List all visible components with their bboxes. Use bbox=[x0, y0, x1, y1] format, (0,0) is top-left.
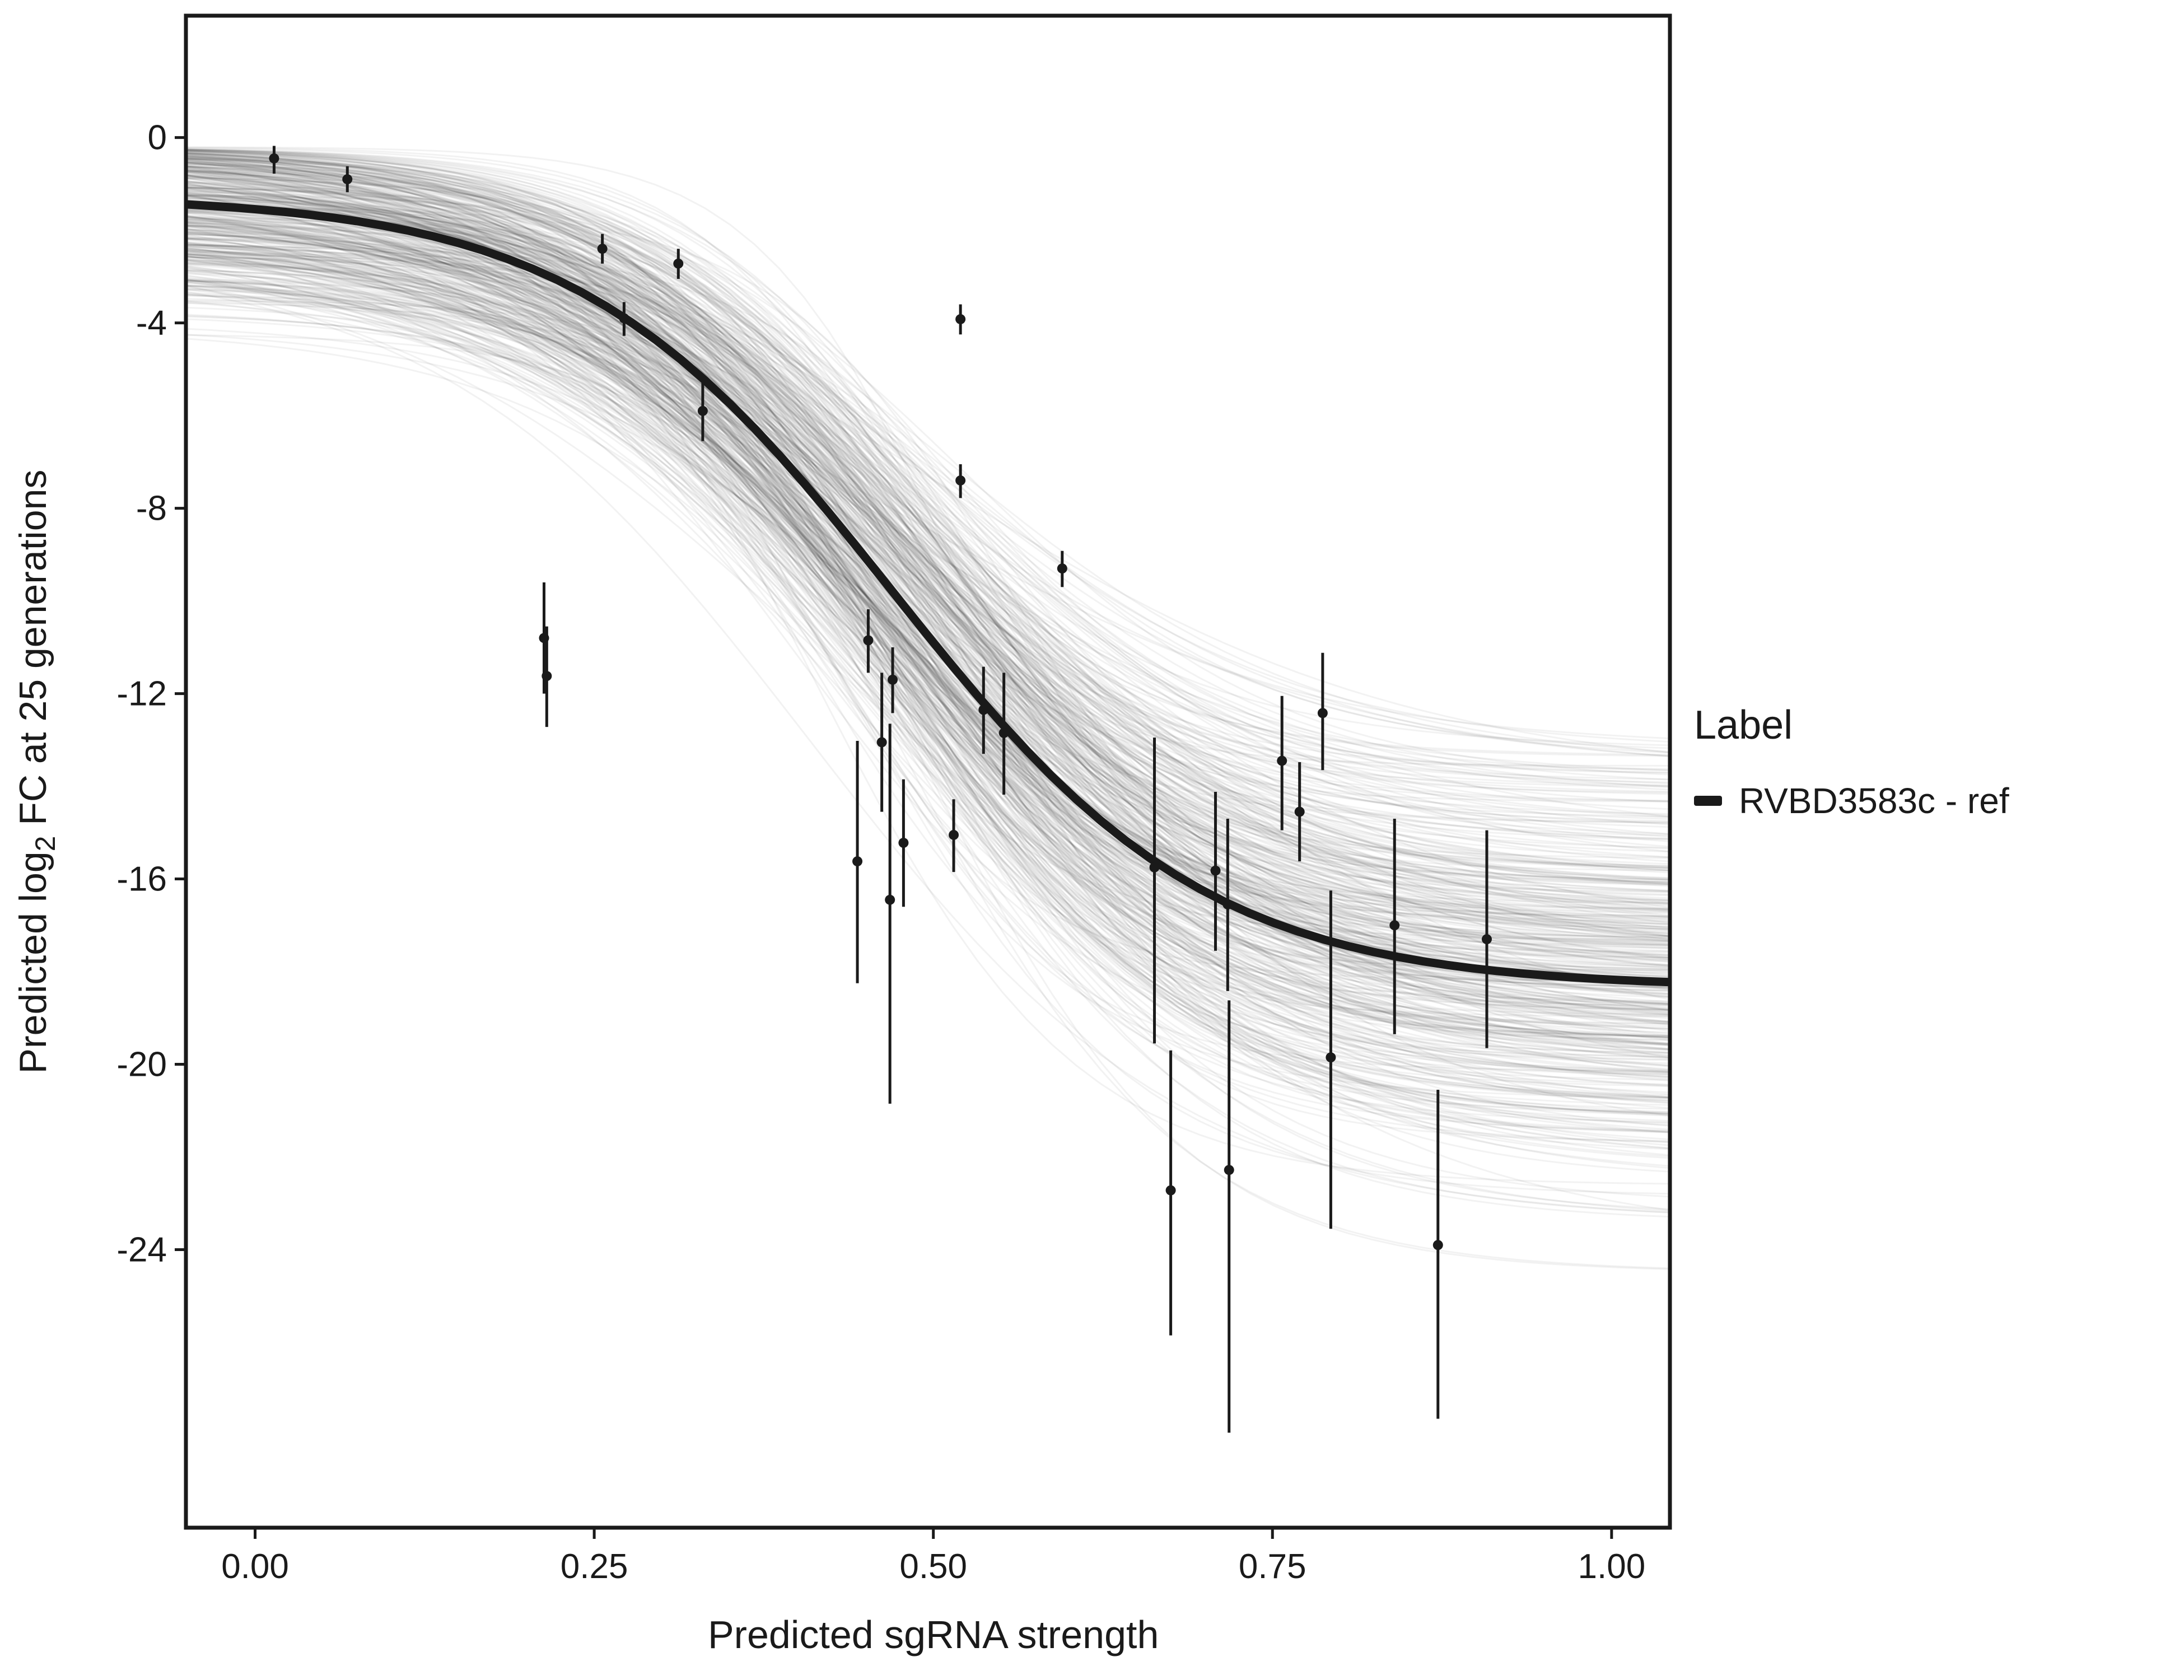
posterior-ensemble-layer bbox=[186, 146, 1670, 1270]
data-point bbox=[342, 174, 353, 185]
data-point bbox=[955, 314, 966, 324]
data-point bbox=[1224, 1165, 1234, 1175]
data-point bbox=[1317, 708, 1328, 718]
y-tick-label: -24 bbox=[116, 1231, 167, 1270]
data-point bbox=[898, 838, 909, 848]
x-tick-label: 0.25 bbox=[561, 1547, 628, 1586]
data-point bbox=[863, 635, 874, 646]
x-tick-label: 0.00 bbox=[221, 1547, 289, 1586]
x-tick-label: 0.75 bbox=[1239, 1547, 1306, 1586]
panel-border bbox=[184, 13, 1672, 1530]
data-point bbox=[1432, 1240, 1443, 1250]
x-tick-label: 1.00 bbox=[1578, 1547, 1646, 1586]
data-point bbox=[619, 313, 629, 324]
data-point bbox=[1294, 806, 1305, 817]
data-point bbox=[888, 674, 898, 685]
data-point bbox=[955, 475, 966, 486]
legend-title: Label bbox=[1694, 703, 1793, 748]
data-point bbox=[542, 671, 552, 682]
data-point bbox=[1165, 1185, 1176, 1196]
data-point bbox=[1326, 1052, 1336, 1063]
data-point bbox=[673, 258, 684, 269]
y-tick-label: -20 bbox=[116, 1046, 167, 1084]
legend-line-swatch bbox=[1694, 796, 1722, 806]
data-point bbox=[1389, 920, 1400, 931]
y-axis: 0 -4 -8 -12 -16 -20 -24 bbox=[116, 119, 186, 1270]
x-axis-title: Predicted sgRNA strength bbox=[708, 1613, 1159, 1656]
data-point bbox=[1222, 899, 1233, 910]
legend-item-label: RVBD3583c - ref bbox=[1739, 781, 2009, 821]
data-point bbox=[949, 829, 959, 840]
y-axis-title: Predicted log2 FC at 25 generations bbox=[12, 470, 61, 1074]
fit-curve bbox=[186, 200, 1670, 987]
data-point bbox=[1277, 755, 1287, 766]
data-point bbox=[1149, 862, 1160, 872]
y-tick-label: -4 bbox=[136, 304, 167, 343]
data-point bbox=[269, 153, 279, 164]
legend-item: RVBD3583c - ref bbox=[1694, 781, 2009, 821]
legend: Label RVBD3583c - ref bbox=[1694, 701, 2009, 821]
y-tick-label: 0 bbox=[148, 119, 167, 157]
y-tick-label: -8 bbox=[136, 489, 167, 528]
data-point bbox=[597, 244, 608, 254]
data-point bbox=[885, 894, 895, 905]
pointrange-layer bbox=[269, 146, 1492, 1433]
x-tick-label: 0.50 bbox=[899, 1547, 967, 1586]
data-point bbox=[697, 405, 708, 416]
x-axis: 0.00 0.25 0.50 0.75 1.00 bbox=[221, 1528, 1645, 1586]
data-point bbox=[998, 727, 1009, 738]
y-tick-label: -16 bbox=[116, 860, 167, 899]
data-point bbox=[1057, 563, 1067, 574]
data-point bbox=[852, 856, 863, 867]
data-point bbox=[1210, 865, 1221, 876]
data-point bbox=[1481, 934, 1492, 945]
y-tick-label: -12 bbox=[116, 675, 167, 713]
data-point bbox=[876, 737, 887, 748]
data-point bbox=[978, 704, 989, 715]
